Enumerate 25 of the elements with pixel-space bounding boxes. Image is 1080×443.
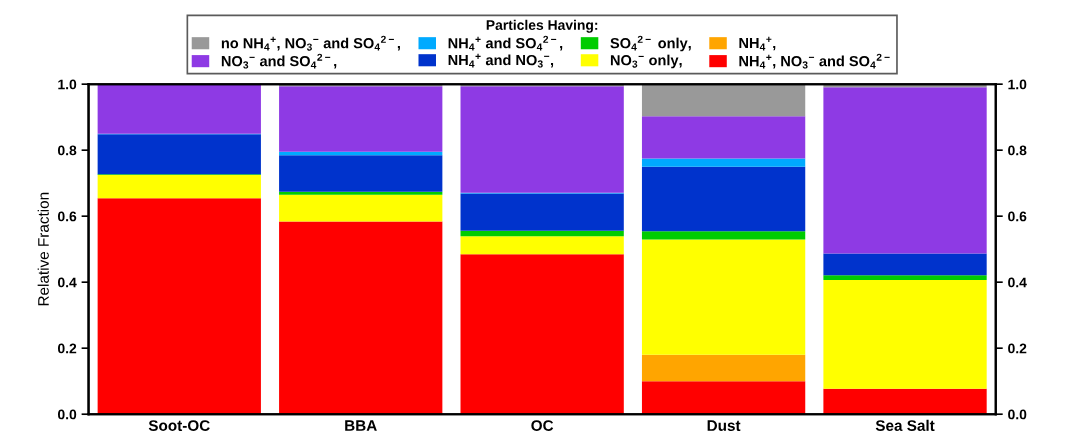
x-tick-label: Soot-OC <box>148 420 210 431</box>
text: NH$_{4}$$^{+}$, NO$_{3}$$^{−}$ and SO$_{4}$$^{2−}$ <box>739 53 890 69</box>
x-tick-label: Sea Salt <box>875 419 935 431</box>
y-tick-label: 0.8 <box>58 145 77 156</box>
x-tick-label: OC <box>531 420 554 431</box>
legend-title: Particles Having: <box>486 19 598 33</box>
y2-tick-label: 0.4 <box>1008 277 1027 288</box>
legend-label: NO$_{3}$$^{−}$ and SO$_{4}$$^{2−}$, <box>221 53 337 69</box>
y-tick-label: 0.4 <box>58 277 77 288</box>
y-axis-title: Relative Fraction <box>37 192 49 306</box>
legend-label: NH$_{4}$$^{+}$ and NO$_{3}$$^{−}$, <box>448 53 554 68</box>
y-tick-label: 0.0 <box>58 409 77 420</box>
legend-label: NH$_{4}$$^{+}$, <box>739 36 776 51</box>
y-tick-label: 0.6 <box>58 211 77 222</box>
y2-tick-label: 1.0 <box>1008 79 1027 90</box>
y2-tick-label: 0.8 <box>1008 145 1027 156</box>
y2-tick-label: 0.0 <box>1008 409 1027 420</box>
legend-label: SO$_{4}$$^{2−}$ only, <box>610 35 691 52</box>
y-tick-label: 1.0 <box>58 79 77 90</box>
y2-tick-label: 0.2 <box>1008 343 1027 354</box>
x-tick-label: BBA <box>345 420 377 431</box>
y2-tick-label: 0.6 <box>1008 211 1027 222</box>
legend-label: NO$_{3}$$^{−}$ only, <box>610 54 682 69</box>
x-tick-label: Dust <box>707 420 741 431</box>
y-tick-label: 0.2 <box>58 343 77 354</box>
